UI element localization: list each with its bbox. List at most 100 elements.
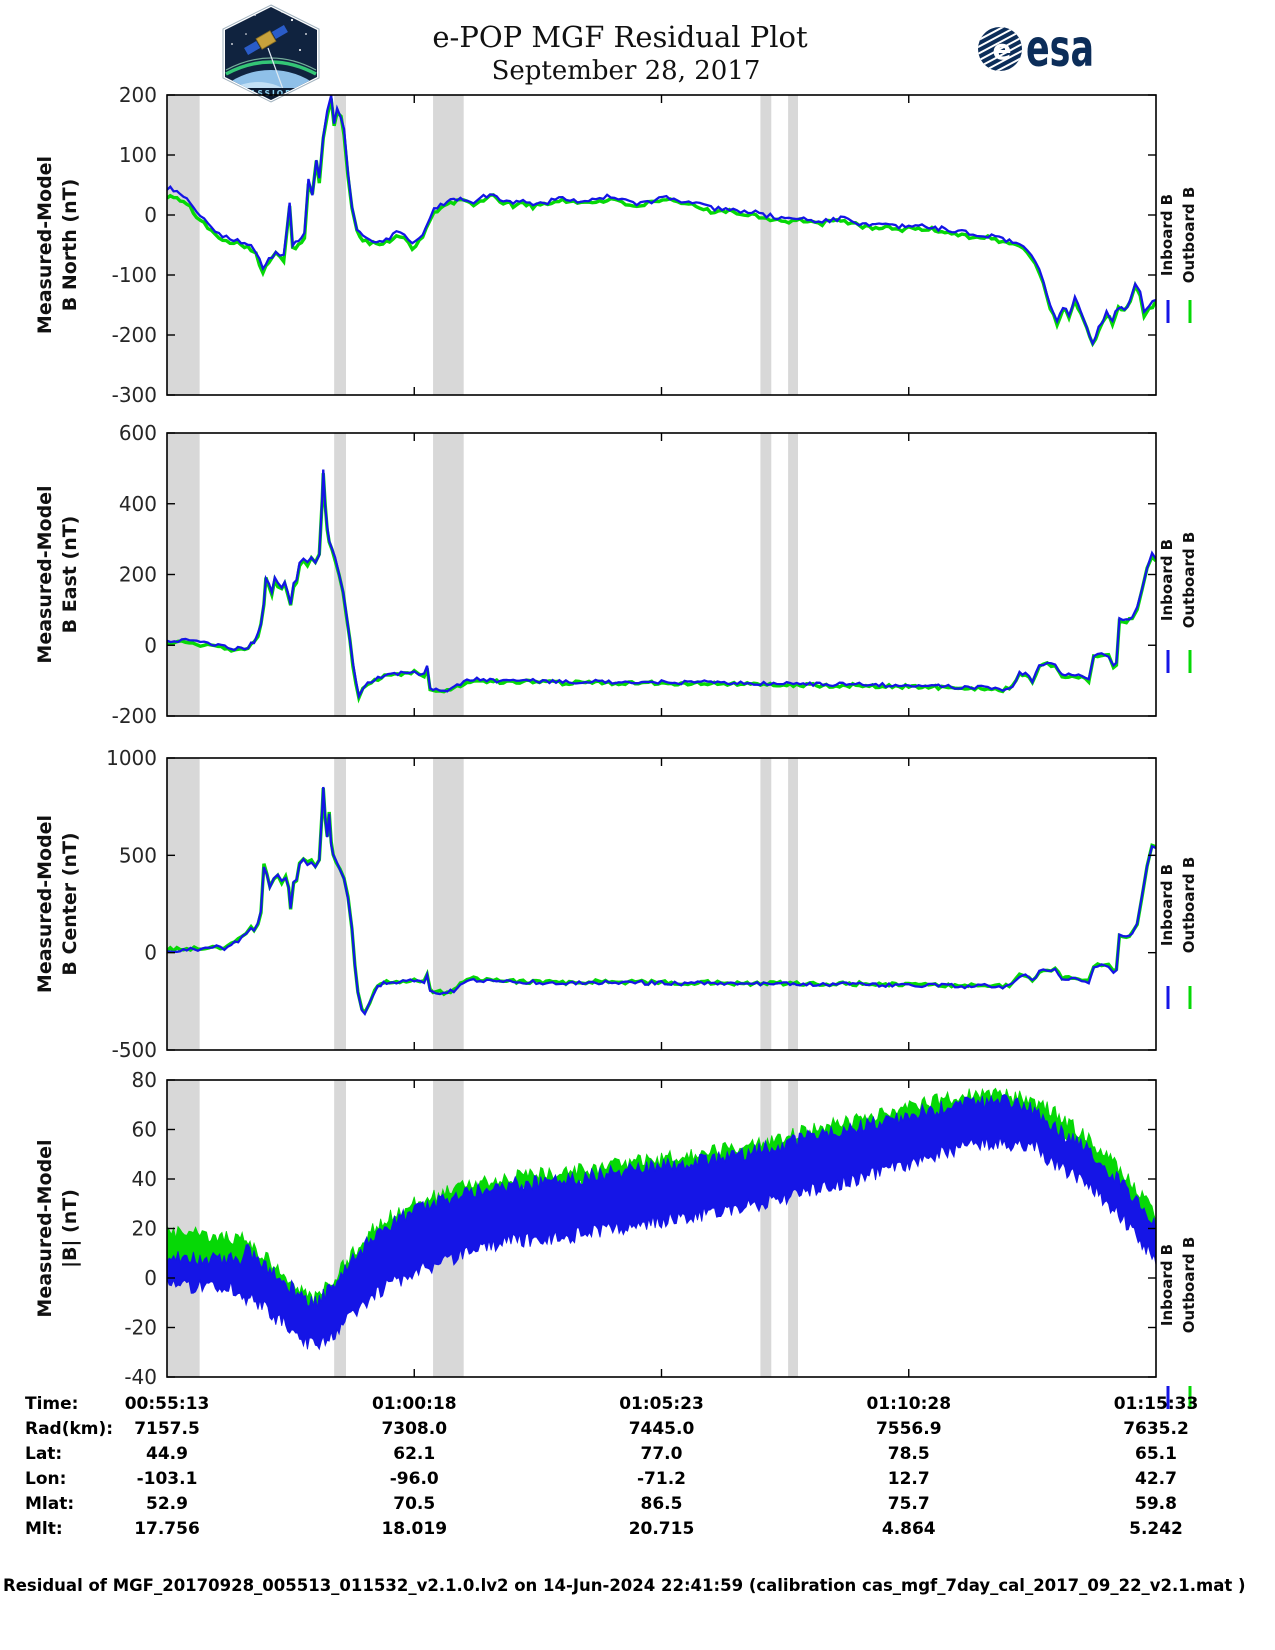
- panel-b_center: 1000 500 0 -500 Measured-Model B Center (nT) I…: [34, 746, 1198, 1062]
- ephemeris-value: 5.242: [1129, 1519, 1183, 1539]
- y-axis-label-line1: Measured-Model: [34, 815, 56, 993]
- ephemeris-row-time: Time: 00:55:13 01:00:18 01:05:23 01:10:28 01:…: [0, 1392, 1275, 1417]
- ephemeris-value: 7157.5: [134, 1419, 200, 1439]
- y-axis-label-line1: Measured-Model: [34, 156, 56, 334]
- page-subtitle-date: September 28, 2017: [491, 56, 761, 86]
- event-shade-band: [760, 433, 772, 716]
- y-tick-label: -500: [112, 1038, 157, 1062]
- outboard-trace: [167, 787, 1156, 1016]
- event-shade-band: [760, 95, 772, 395]
- axes-box: [166, 757, 1157, 1051]
- legend-inboard-label: Inboard B: [1158, 864, 1176, 946]
- ephemeris-row-mlat: Mlat: 52.9 70.5 86.5 75.7 59.8: [0, 1492, 1275, 1517]
- y-tick-label: 0: [144, 203, 157, 227]
- legend-inboard-label: Inboard B: [1158, 539, 1176, 621]
- ephemeris-value: 65.1: [1135, 1444, 1177, 1464]
- ephemeris-value: 01:10:28: [866, 1394, 952, 1414]
- y-axis-label-line2: B Center (nT): [59, 832, 81, 975]
- y-tick-label: -40: [124, 1365, 157, 1389]
- ephemeris-row-mlt: Mlt: 17.756 18.019 20.715 4.864 5.242: [0, 1517, 1275, 1542]
- inboard-band: [167, 1093, 1156, 1351]
- ephemeris-value: 17.756: [134, 1519, 200, 1539]
- y-tick-label: 0: [144, 941, 157, 965]
- axes-box: [166, 94, 1157, 396]
- inboard-trace: [167, 95, 1156, 347]
- y-tick-label: -100: [112, 263, 157, 287]
- ephemeris-value: 42.7: [1135, 1469, 1177, 1489]
- event-shade-band: [788, 433, 798, 716]
- ephemeris-value: 62.1: [393, 1444, 436, 1464]
- y-tick-label: -200: [112, 323, 157, 347]
- y-tick-label: 400: [119, 492, 157, 516]
- y-axis-label-line2: B East (nT): [59, 516, 81, 634]
- y-tick-label: 0: [144, 633, 157, 657]
- y-tick-label: 100: [119, 143, 157, 167]
- ephemeris-value: 00:55:13: [124, 1394, 210, 1414]
- data-traces: [167, 469, 1156, 704]
- y-tick-label: -20: [124, 1316, 157, 1340]
- page-title: e-POP MGF Residual Plot: [432, 20, 808, 54]
- ephemeris-value: 7556.9: [875, 1419, 942, 1439]
- inboard-trace: [167, 786, 1156, 1016]
- y-axis-label-line1: Measured-Model: [34, 1139, 56, 1317]
- esa-logo-text: esa: [1026, 19, 1094, 79]
- event-shade-band: [788, 758, 798, 1050]
- ephemeris-value: 12.7: [887, 1469, 930, 1489]
- data-traces: [167, 95, 1156, 348]
- data-traces: [167, 1087, 1156, 1351]
- y-tick-label: 600: [119, 421, 157, 445]
- y-tick-label: -300: [112, 383, 157, 407]
- ephemeris-value: 70.5: [393, 1494, 436, 1514]
- legend-outboard-label: Outboard B: [1180, 1237, 1198, 1334]
- y-tick-label: -200: [112, 704, 157, 728]
- event-shade-band: [167, 95, 200, 395]
- ephemeris-value: -71.2: [637, 1469, 686, 1489]
- ephemeris-row-radkm: Rad(km): 7157.5 7308.0 7445.0 7556.9 7635.2: [0, 1417, 1275, 1442]
- mission-patch-label: CASSIOPE: [242, 89, 300, 98]
- ephemeris-row-lat: Lat: 44.9 62.1 77.0 78.5 65.1: [0, 1442, 1275, 1467]
- y-axis-label-line1: Measured-Model: [34, 485, 56, 663]
- ephemeris-row-label: Time:: [25, 1394, 79, 1414]
- legend-outboard-label: Outboard B: [1180, 187, 1198, 284]
- y-tick-label: 200: [119, 83, 157, 107]
- ephemeris-row-label: Mlt:: [25, 1519, 63, 1539]
- ephemeris-row-label: Lat:: [25, 1444, 63, 1464]
- ephemeris-value: 7308.0: [381, 1419, 448, 1439]
- event-shade-band: [334, 1080, 347, 1377]
- y-tick-label: 20: [132, 1217, 157, 1241]
- event-shade-band: [788, 1080, 798, 1377]
- ephemeris-value: 77.0: [640, 1444, 683, 1464]
- legend-outboard-label: Outboard B: [1180, 857, 1198, 954]
- outboard-trace: [167, 98, 1156, 348]
- y-tick-label: 60: [132, 1118, 157, 1142]
- footer-calibration-note: Residual of MGF_20170928_005513_011532_v…: [3, 1576, 1246, 1595]
- ephemeris-value: 52.9: [146, 1494, 188, 1514]
- ephemeris-value: 18.019: [381, 1519, 448, 1539]
- cassiope-mission-patch-icon: CASSIOPE: [222, 4, 320, 103]
- ephemeris-row-lon: Lon: -103.1 -96.0 -71.2 12.7 42.7: [0, 1467, 1275, 1492]
- ephemeris-value: 7445.0: [628, 1419, 695, 1439]
- event-shade-band: [433, 95, 464, 395]
- event-shade-band: [760, 758, 772, 1050]
- ephemeris-value: -103.1: [136, 1469, 198, 1489]
- ephemeris-value: 44.9: [146, 1444, 188, 1464]
- event-shade-band: [433, 758, 464, 1050]
- event-shade-band: [760, 1080, 772, 1377]
- legend-inboard-label: Inboard B: [1158, 1244, 1176, 1326]
- y-tick-label: 80: [132, 1068, 157, 1092]
- ephemeris-value: 75.7: [887, 1494, 930, 1514]
- ephemeris-row-label: Rad(km):: [25, 1419, 114, 1439]
- event-shade-band: [167, 758, 200, 1050]
- legend-inboard-label: Inboard B: [1158, 194, 1176, 276]
- ephemeris-value: 4.864: [881, 1519, 936, 1539]
- panel-b_magnitude: 80 60 40 20 0 -20 -40 Measured-Model |B| (nT) Inb…: [34, 1068, 1198, 1409]
- legend-outboard-label: Outboard B: [1180, 532, 1198, 629]
- outboard-trace: [167, 473, 1156, 704]
- y-tick-label: 1000: [106, 746, 157, 770]
- ephemeris-value: 20.715: [628, 1519, 695, 1539]
- ephemeris-value: 7635.2: [1123, 1419, 1189, 1439]
- ephemeris-value: 01:00:18: [371, 1394, 457, 1414]
- ephemeris-row-label: Mlat:: [25, 1494, 75, 1514]
- ephemeris-row-label: Lon:: [25, 1469, 67, 1489]
